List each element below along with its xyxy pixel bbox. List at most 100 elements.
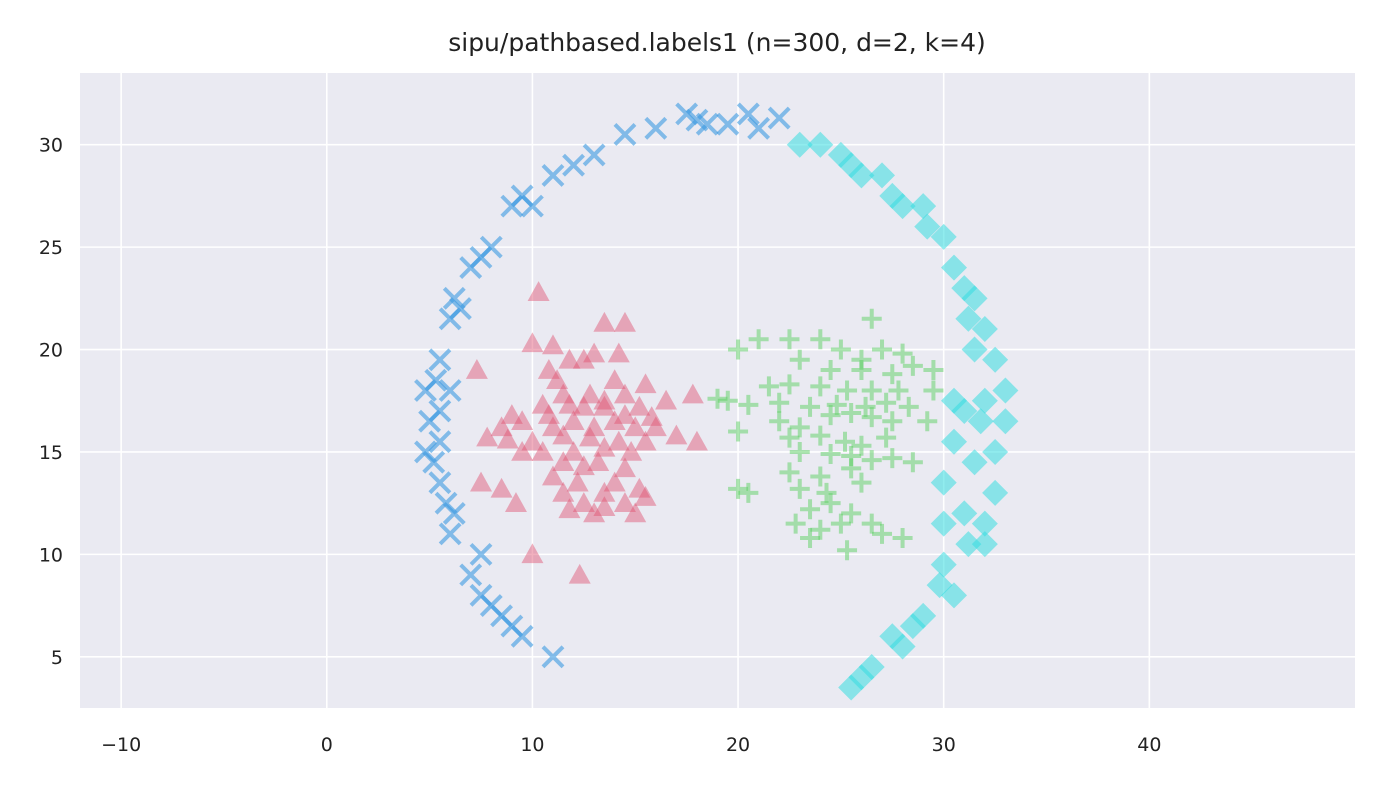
- data-point-triangle: [572, 348, 595, 369]
- data-point-plus: [841, 458, 862, 479]
- data-point-plus: [820, 444, 841, 464]
- data-point-diamond: [940, 387, 967, 414]
- data-point-triangle: [579, 383, 601, 404]
- data-point-x: [541, 645, 565, 669]
- data-point-x: [675, 102, 699, 126]
- data-point-triangle: [583, 502, 606, 523]
- data-point-diamond: [955, 305, 982, 332]
- data-point-plus: [882, 448, 903, 469]
- x-tick-label: 20: [726, 734, 750, 756]
- data-point-plus: [841, 503, 862, 524]
- data-point-x: [644, 116, 668, 140]
- data-point-triangle: [541, 416, 564, 437]
- data-point-plus: [841, 403, 862, 424]
- data-point-triangle: [587, 451, 610, 471]
- data-point-plus: [810, 466, 831, 487]
- data-point-triangle: [579, 426, 601, 447]
- data-point-triangle: [593, 311, 616, 332]
- data-point-triangle: [521, 430, 544, 451]
- data-point-plus: [810, 329, 831, 350]
- data-point-diamond: [786, 131, 813, 158]
- data-point-triangle: [558, 498, 581, 519]
- data-point-triangle: [470, 471, 493, 492]
- data-point-triangle: [624, 502, 647, 523]
- data-point-triangle: [607, 342, 630, 363]
- x-tick-label: 10: [520, 734, 544, 756]
- data-point-triangle: [634, 373, 657, 394]
- data-point-diamond: [879, 623, 906, 650]
- data-point-diamond: [961, 285, 988, 312]
- data-point-plus: [882, 411, 903, 432]
- data-point-x: [479, 235, 503, 259]
- data-point-triangle: [552, 383, 575, 404]
- data-point-plus: [800, 499, 821, 520]
- data-point-triangle: [521, 332, 544, 353]
- data-point-plus: [837, 380, 858, 401]
- data-point-triangle: [593, 389, 616, 410]
- data-point-plus: [748, 329, 769, 350]
- data-point-plus: [892, 343, 913, 364]
- data-point-triangle: [593, 496, 616, 517]
- data-point-triangle: [628, 477, 651, 498]
- data-point-triangle: [537, 404, 560, 424]
- data-point-x: [562, 153, 585, 177]
- data-point-plus: [789, 478, 810, 499]
- series-diamond: [786, 131, 1019, 701]
- data-point-triangle: [572, 492, 595, 512]
- data-point-diamond: [961, 449, 988, 476]
- data-point-diamond: [914, 213, 941, 240]
- data-point-triangle: [620, 440, 643, 461]
- data-point-plus: [738, 482, 759, 503]
- data-point-diamond: [838, 674, 865, 701]
- data-point-diamond: [955, 531, 982, 558]
- data-point-x: [736, 102, 760, 126]
- data-point-diamond: [930, 223, 957, 250]
- y-tick-label: 30: [39, 135, 63, 157]
- data-point-plus: [810, 425, 831, 446]
- data-point-triangle: [634, 430, 657, 451]
- data-point-triangle: [490, 477, 513, 498]
- data-point-diamond: [982, 438, 1009, 465]
- data-point-plus: [917, 411, 938, 432]
- data-point-diamond: [971, 531, 998, 558]
- data-point-plus: [837, 540, 858, 561]
- data-point-triangle: [568, 563, 591, 584]
- data-point-plus: [882, 364, 903, 385]
- data-point-plus: [820, 405, 841, 426]
- data-point-plus: [892, 527, 913, 548]
- y-axis-ticks: 5 10 15 20 25 30: [39, 135, 63, 669]
- data-point-triangle: [552, 481, 575, 502]
- data-point-x: [695, 112, 719, 136]
- data-point-x: [613, 123, 637, 146]
- data-point-plus: [810, 519, 831, 540]
- data-point-x: [449, 297, 472, 320]
- data-point-plus: [779, 427, 800, 448]
- data-point-triangle: [613, 311, 636, 332]
- data-point-plus: [769, 392, 790, 413]
- data-point-x: [747, 116, 771, 140]
- data-point-triangle: [583, 342, 606, 363]
- data-point-diamond: [940, 254, 967, 281]
- data-point-x: [414, 440, 437, 464]
- data-point-triangle: [500, 404, 523, 424]
- data-point-triangle: [558, 393, 581, 414]
- data-point-diamond: [971, 510, 998, 537]
- data-point-diamond: [899, 613, 926, 640]
- data-point-diamond: [910, 193, 937, 220]
- data-point-diamond: [992, 408, 1019, 435]
- data-point-triangle: [552, 451, 575, 471]
- data-point-plus: [779, 374, 800, 395]
- data-point-triangle: [566, 471, 589, 492]
- data-point-plus: [820, 360, 841, 381]
- data-point-plus: [861, 407, 882, 428]
- data-point-triangle: [613, 457, 636, 478]
- data-point-triangle: [465, 359, 488, 379]
- data-point-triangle: [527, 281, 550, 301]
- data-point-plus: [861, 513, 882, 534]
- data-point-triangle: [546, 369, 569, 390]
- data-point-plus: [861, 308, 882, 329]
- data-point-plus: [779, 329, 800, 350]
- data-point-triangle: [531, 393, 554, 414]
- data-point-diamond: [951, 500, 978, 527]
- data-point-x: [541, 164, 565, 187]
